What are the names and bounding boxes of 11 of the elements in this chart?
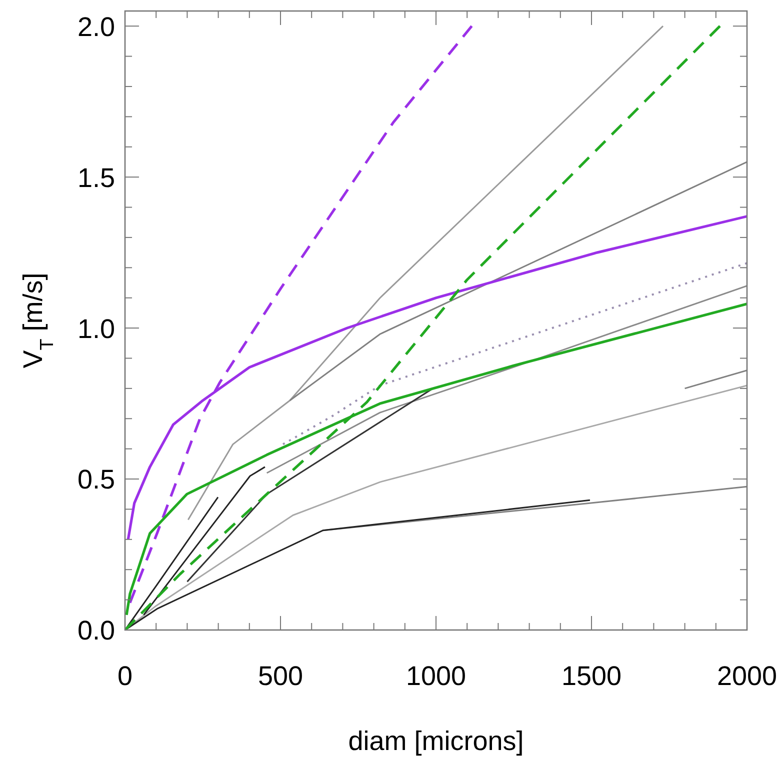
x-tick-label: 1000 bbox=[406, 661, 466, 691]
x-tick-label: 1500 bbox=[561, 661, 622, 691]
x-tick-label: 2000 bbox=[716, 661, 778, 691]
y-tick-label: 0.5 bbox=[77, 464, 115, 495]
y-tick-label: 1.5 bbox=[77, 162, 115, 193]
y-tick-label: 0.0 bbox=[77, 616, 115, 646]
x-tick-label: 500 bbox=[258, 661, 304, 691]
x-tick-label: 0 bbox=[117, 661, 133, 691]
y-tick-label: 1.0 bbox=[77, 314, 115, 344]
x-axis-title: diam [microns] bbox=[348, 726, 524, 756]
y-tick-label: 2.0 bbox=[77, 12, 115, 42]
